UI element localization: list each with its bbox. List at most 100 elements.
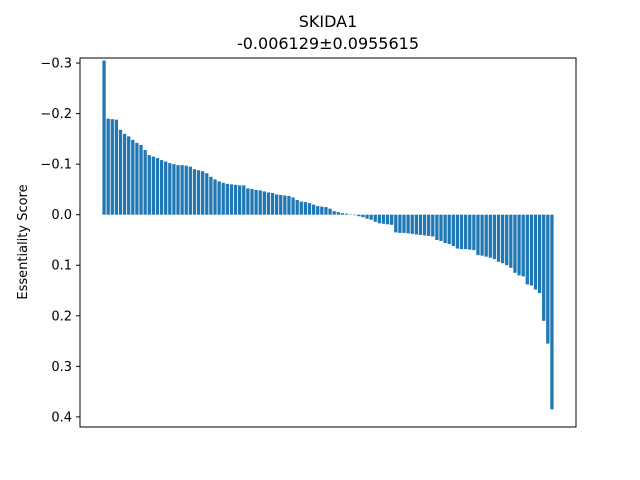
bar [468, 214, 472, 250]
bar [398, 214, 402, 233]
bar [209, 176, 213, 215]
bar [262, 191, 266, 215]
bar [324, 207, 328, 215]
bar [402, 214, 406, 233]
bar [476, 214, 480, 256]
bar [406, 214, 410, 234]
bar [550, 214, 554, 410]
bar [361, 214, 365, 218]
bar [127, 136, 131, 215]
bar [443, 214, 447, 244]
bar [381, 214, 386, 224]
y-tick-label: −0.1 [40, 158, 72, 173]
bar [505, 214, 509, 266]
bar [385, 214, 390, 225]
bar [414, 214, 418, 235]
bar [353, 214, 357, 216]
bar [205, 173, 209, 215]
bar [229, 184, 234, 215]
bar [357, 214, 361, 217]
bar [172, 164, 176, 215]
y-tick-label: 0.2 [51, 309, 72, 324]
bar [431, 214, 435, 237]
bar [188, 166, 192, 215]
bar [500, 214, 505, 264]
bar [344, 213, 349, 215]
bar [254, 189, 258, 215]
bar [316, 206, 320, 215]
bar [509, 214, 513, 268]
bar [143, 150, 147, 215]
bar [242, 185, 246, 215]
bar [184, 165, 188, 215]
bar [118, 129, 123, 215]
bar [488, 214, 492, 258]
bar [106, 118, 110, 215]
chart-subtitle: -0.006129±0.0955615 [237, 34, 419, 53]
bar [176, 165, 180, 215]
bar [233, 184, 238, 215]
bar [484, 214, 488, 257]
bar [418, 214, 423, 235]
bar [328, 208, 332, 215]
bar [320, 206, 324, 215]
bar [196, 170, 201, 215]
bar [394, 214, 398, 233]
bar [336, 212, 340, 215]
bar [283, 195, 287, 215]
y-tick-label: 0.3 [51, 360, 72, 375]
bar [365, 214, 369, 219]
bar [459, 214, 464, 250]
bar [521, 214, 525, 277]
bar [377, 214, 382, 224]
bar [492, 214, 497, 260]
bar [135, 142, 139, 215]
y-tick-label: 0.4 [51, 410, 72, 425]
y-tick-label: 0.0 [51, 208, 72, 223]
bar [533, 214, 538, 290]
bar [303, 202, 308, 215]
bar [311, 204, 316, 215]
bar [299, 201, 303, 215]
bar [180, 165, 184, 215]
plot-frame [79, 57, 577, 428]
bar [279, 194, 283, 215]
bar [517, 214, 521, 276]
bar [159, 160, 164, 215]
bar [213, 179, 217, 215]
chart-title: SKIDA1 [299, 12, 358, 31]
bar [270, 192, 275, 215]
bar [122, 133, 127, 215]
bar [410, 214, 414, 234]
bar [221, 182, 225, 215]
bar [427, 214, 431, 236]
bar [225, 183, 229, 215]
bar [151, 156, 156, 215]
bar [496, 214, 501, 262]
bar [201, 171, 205, 215]
bar [192, 169, 197, 215]
bar [480, 214, 484, 256]
bar [537, 214, 542, 294]
bar [274, 194, 279, 215]
bar [102, 60, 106, 215]
bar [439, 214, 443, 241]
y-axis-label: Essentiality Score [16, 184, 31, 299]
bar [164, 161, 168, 215]
bar [332, 211, 336, 215]
bar [373, 214, 377, 222]
bar [114, 119, 119, 215]
bar [307, 203, 312, 215]
bar [258, 190, 262, 215]
bar [147, 155, 151, 215]
y-tick-label: 0.1 [51, 259, 72, 274]
bar [435, 214, 439, 240]
bar [250, 188, 254, 215]
bar [513, 214, 517, 273]
bar [464, 214, 468, 250]
bar [217, 181, 221, 215]
bar [295, 200, 299, 215]
bar-series [102, 60, 554, 410]
bar [447, 214, 451, 245]
